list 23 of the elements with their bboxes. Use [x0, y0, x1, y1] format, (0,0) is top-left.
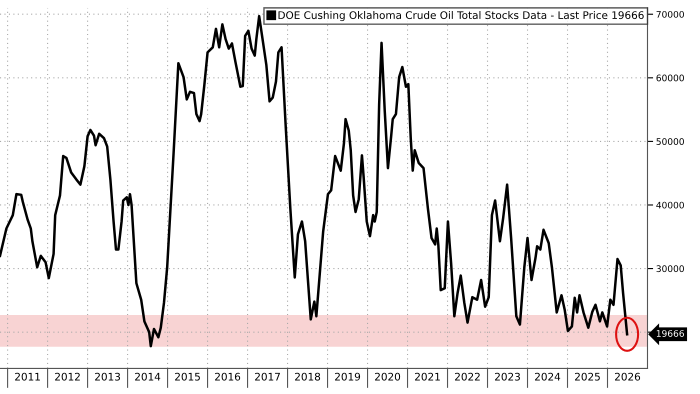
x-tick-label: 2025 — [575, 372, 600, 381]
x-tick-label: 2022 — [455, 372, 480, 381]
x-tick-label: 2024 — [535, 372, 560, 381]
x-tick-label: 2021 — [415, 372, 440, 381]
x-tick-label: 2018 — [295, 372, 320, 381]
y-tick-label: 60000 — [656, 74, 684, 82]
y-tick-label: 70000 — [656, 10, 684, 18]
x-tick-label: 2026 — [615, 372, 640, 381]
x-tick-label: 2023 — [495, 372, 520, 381]
x-tick-label: 2014 — [135, 372, 160, 381]
x-tick-label: 2020 — [375, 372, 400, 381]
y-tick-label: 40000 — [656, 202, 684, 209]
y-tick-label: 50000 — [656, 138, 684, 145]
x-tick-label: 2015 — [175, 372, 200, 381]
legend-label: DOE Cushing Oklahoma Crude Oil Total Stocks Data - Last Price 19666 — [278, 11, 644, 22]
x-tick-label: 2016 — [215, 372, 240, 381]
x-tick-label: 2013 — [95, 372, 120, 381]
y-tick-label: 30000 — [656, 265, 684, 272]
x-tick-label: 2017 — [255, 372, 280, 381]
annotation: 19666 — [656, 330, 684, 337]
x-tick-label: 2019 — [335, 372, 360, 381]
x-tick-label: 2012 — [55, 372, 80, 381]
x-tick-label: 2011 — [15, 372, 40, 381]
